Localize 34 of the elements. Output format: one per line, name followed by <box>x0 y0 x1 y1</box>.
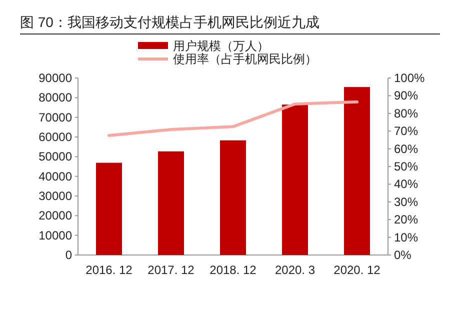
y-tick-label: 20000 <box>38 208 72 223</box>
y-tick-label: 40000 <box>38 169 72 184</box>
bar <box>220 140 246 255</box>
y2-tick-label: 80% <box>394 106 418 120</box>
y-tick-label: 50000 <box>38 150 72 164</box>
y-tick-label: 80000 <box>38 90 72 105</box>
y-tick-label: 90000 <box>38 71 72 85</box>
y2-tick-label: 40% <box>394 177 418 192</box>
y2-tick-label: 30% <box>394 194 418 209</box>
bar <box>96 162 122 255</box>
y2-tick-label: 90% <box>394 88 418 103</box>
y-tick-label: 10000 <box>38 228 72 242</box>
y-tick-label: 30000 <box>38 189 72 203</box>
y2-tick-label: 20% <box>394 212 418 227</box>
x-tick-label: 2016. 12 <box>86 263 133 277</box>
x-tick-label: 2018. 12 <box>210 263 257 277</box>
x-tick-label: 2020. 3 <box>274 263 316 277</box>
y2-tick-label: 10% <box>394 230 418 244</box>
y2-tick-label: 70% <box>394 124 418 138</box>
chart-title: 图 70：我国移动支付规模占手机网民比例近九成 <box>20 14 320 30</box>
y2-tick-label: 100% <box>394 71 426 85</box>
x-tick-label: 2020. 12 <box>334 263 381 277</box>
y-tick-label: 70000 <box>38 110 72 124</box>
y-tick-label: 0 <box>65 248 72 262</box>
legend-label: 使用率（占手机网民比例） <box>173 52 317 66</box>
y2-tick-label: 60% <box>394 142 418 156</box>
x-tick-label: 2017. 12 <box>148 263 195 277</box>
bar <box>158 151 184 255</box>
y2-tick-label: 50% <box>394 160 418 174</box>
y-tick-label: 60000 <box>38 130 72 144</box>
legend-label: 用户规模（万人） <box>173 39 269 53</box>
bar <box>282 104 308 255</box>
bar <box>344 87 370 255</box>
y2-tick-label: 0% <box>394 248 412 262</box>
